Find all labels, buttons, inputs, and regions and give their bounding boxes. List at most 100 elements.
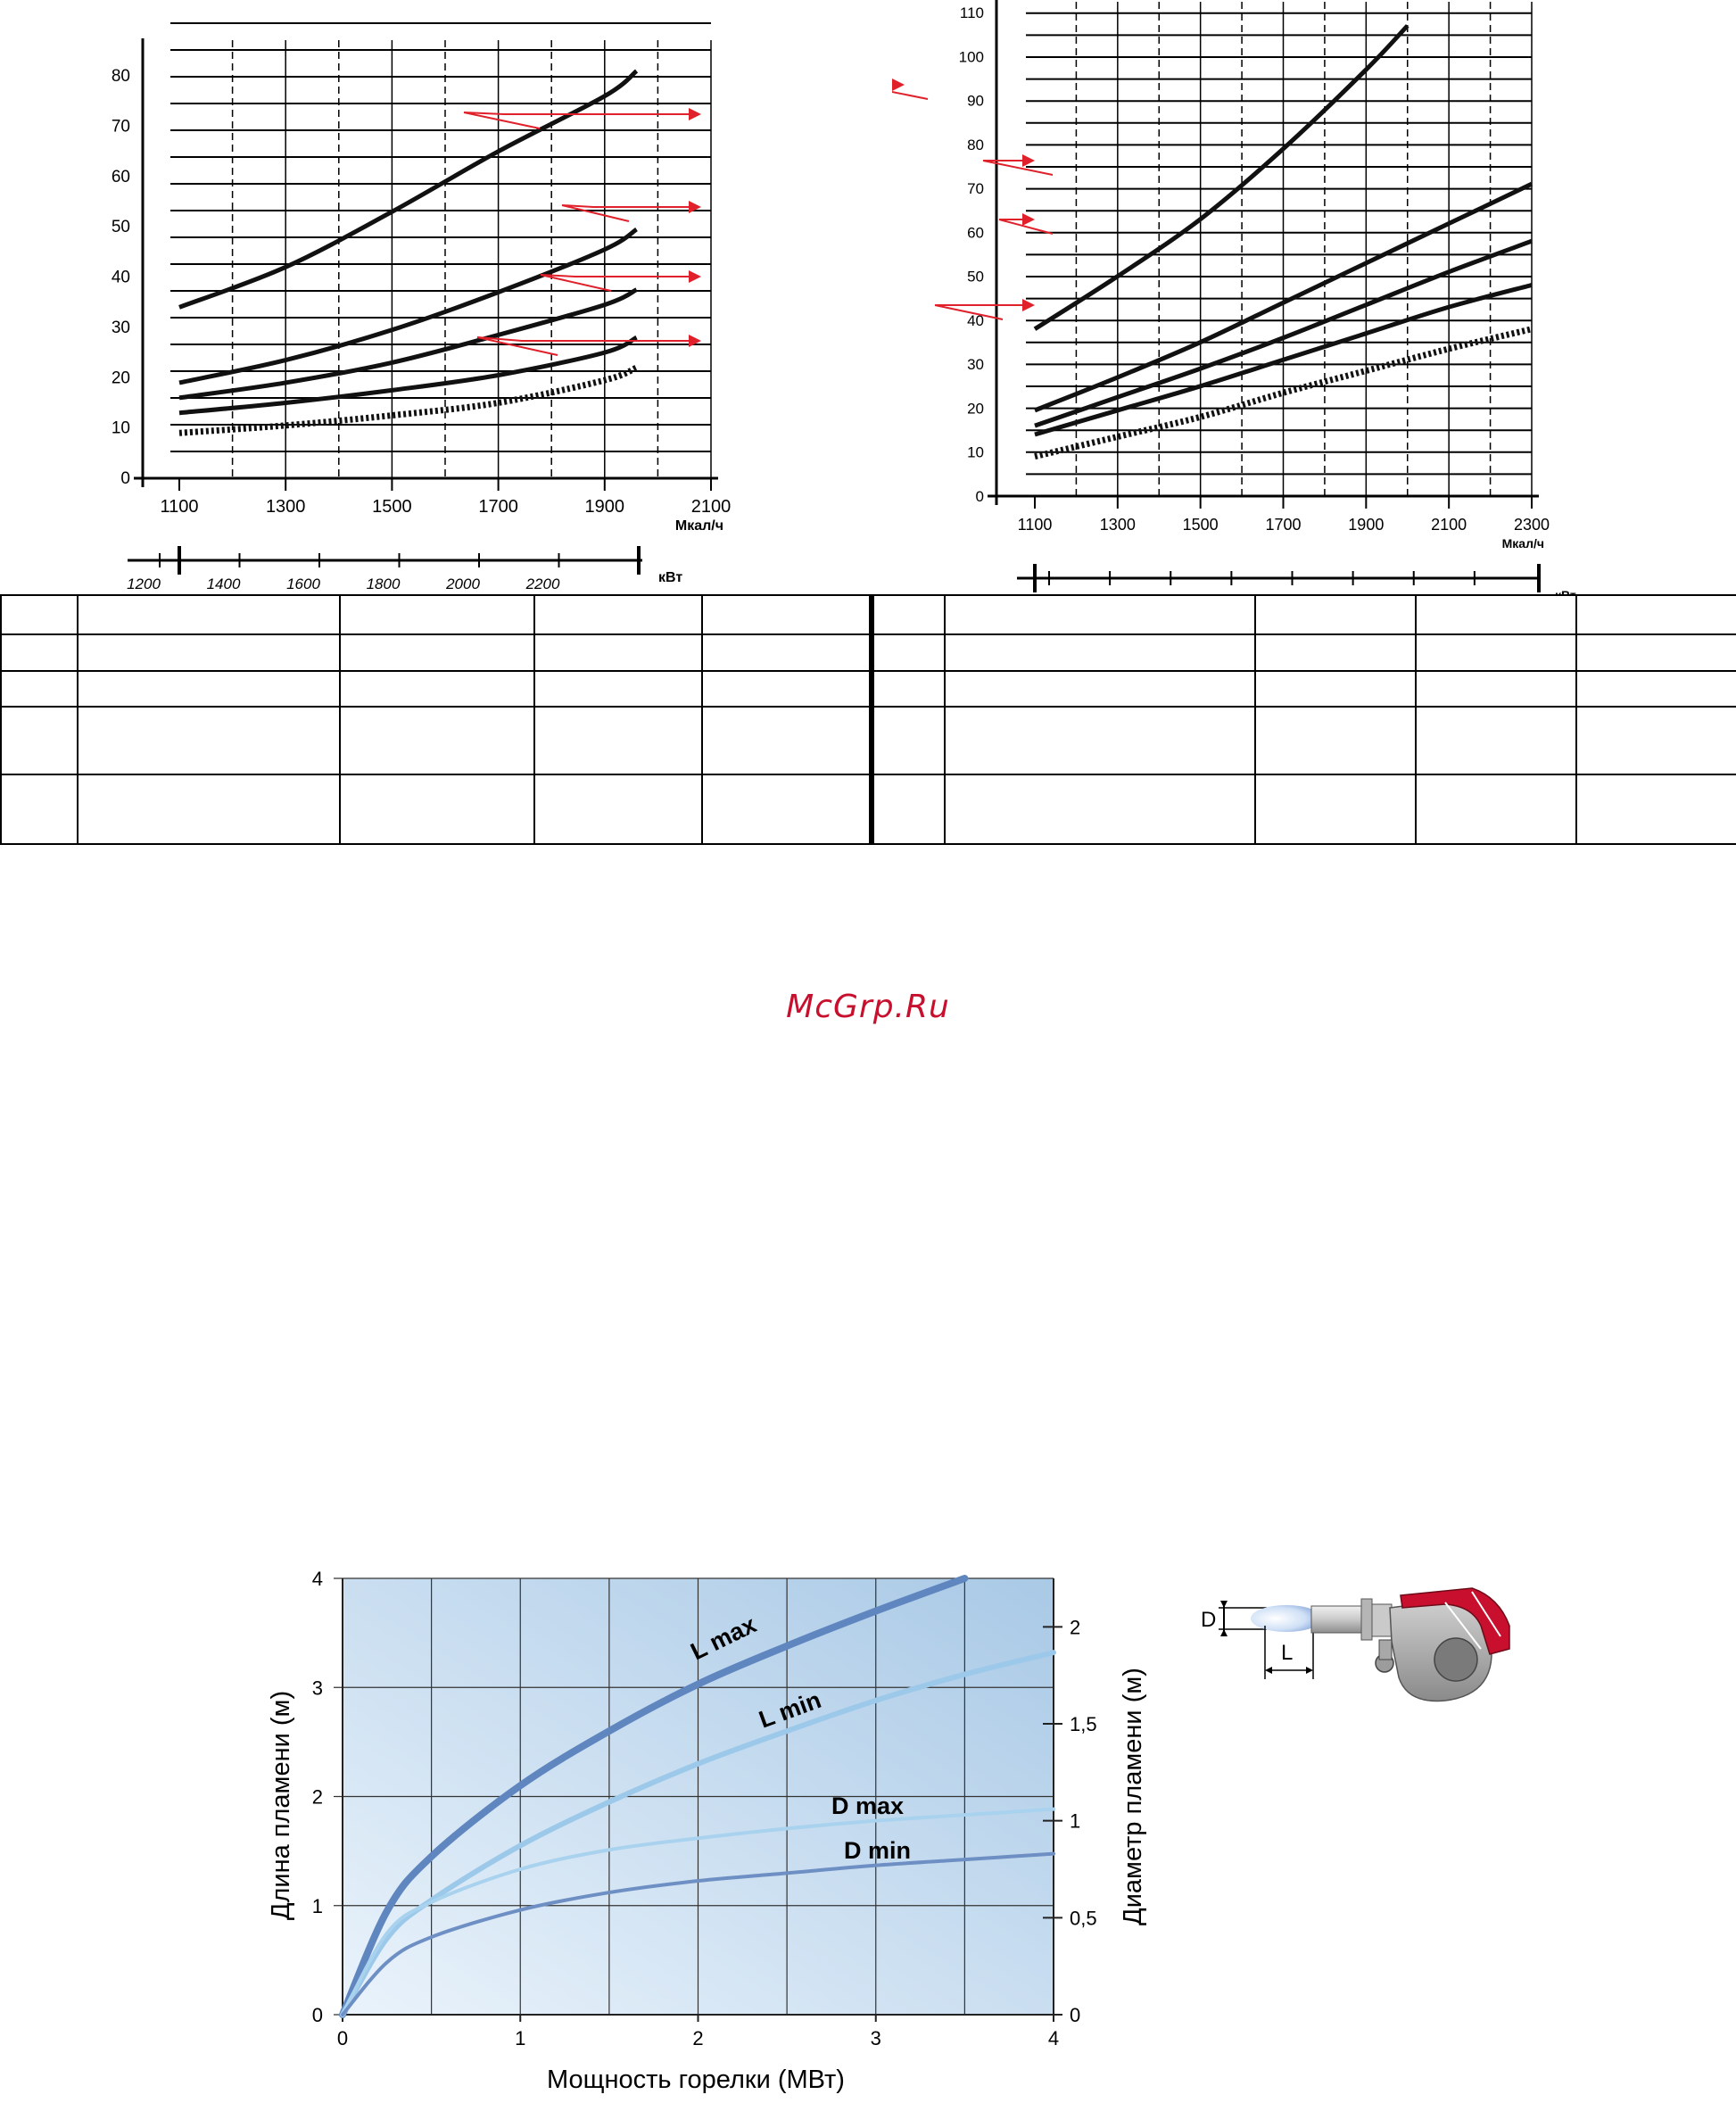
callout-arrowhead <box>689 108 701 120</box>
series-line <box>341 1851 1055 2016</box>
burner-illustration: D L <box>1201 1587 1510 1702</box>
y-tick-label: 40 <box>112 269 130 287</box>
x-tick-label: 4 <box>1048 2027 1059 2049</box>
y-axis-title: Длина пламени (м) <box>267 1691 295 1920</box>
y-tick-label: 20 <box>967 400 984 417</box>
callout-arrow <box>463 112 689 115</box>
chart-top-left: 0 10 20 30 40 50 60 70 80 1100 1300 1500 1700 1900 210… <box>112 22 732 594</box>
callout-arrow <box>998 219 1054 235</box>
y2-axis-title: Диаметр пламени (м) <box>1119 1668 1147 1925</box>
kw-unit: кВт <box>658 570 682 585</box>
callout-arrowhead <box>1022 299 1035 311</box>
kw-tick-label: 1600 <box>286 575 320 592</box>
y-tick-label: 10 <box>967 444 984 461</box>
series-label: D max <box>831 1793 904 1819</box>
series-line <box>178 227 638 385</box>
kw-unit: кВт <box>1555 588 1576 594</box>
y-tick-label: 70 <box>112 118 130 137</box>
x-axis-unit: Мкал/ч <box>1502 536 1544 551</box>
y-tick-label: 4 <box>312 1568 323 1590</box>
x-tick-label: 1700 <box>1265 516 1301 534</box>
y-tick-label: 90 <box>967 93 984 110</box>
y-tick-label: 40 <box>967 312 984 329</box>
x-tick-label: 0 <box>337 2027 348 2049</box>
x-tick-label: 2 <box>692 2027 703 2049</box>
callout-arrow <box>982 160 1054 176</box>
burner-label-l: L <box>1281 1641 1293 1665</box>
kw-tick-label: 2000 <box>445 575 480 592</box>
y2-tick-label: 0 <box>1070 2004 1080 2026</box>
callout-arrow <box>463 112 541 129</box>
y2-tick-label: 1,5 <box>1070 1713 1097 1735</box>
table-row <box>0 705 1736 776</box>
x-tick-label: 1100 <box>160 497 198 517</box>
callout-arrowhead <box>892 79 905 91</box>
x-tick-label: 1300 <box>266 497 306 517</box>
kw-tick-label: 1200 <box>127 575 161 592</box>
series-line <box>1034 238 1533 428</box>
x-tick-label: 1100 <box>1018 516 1053 534</box>
callout-arrowhead <box>689 270 701 283</box>
kw-end-label: 2290 <box>619 592 654 594</box>
x-tick-label: 3 <box>871 2027 881 2049</box>
series-line <box>339 1575 969 2018</box>
callout-arrow <box>892 90 929 100</box>
x-tick-label: 1700 <box>478 497 518 517</box>
x-tick-label: 1900 <box>1348 516 1384 534</box>
table-row <box>0 593 1736 636</box>
x-tick-label: 1500 <box>372 497 412 517</box>
callout-arrow <box>540 274 689 277</box>
x-tick-label: 2300 <box>1514 516 1550 534</box>
kw-tick-label: 1400 <box>207 575 241 592</box>
y-tick-label: 20 <box>112 368 130 387</box>
table-row <box>0 774 1736 845</box>
y-tick-label: 70 <box>967 180 984 197</box>
y-tick-label: 60 <box>112 168 130 186</box>
series-line <box>178 287 638 401</box>
kw-start-label: 1279 <box>164 592 198 594</box>
y-tick-label: 30 <box>967 356 984 373</box>
x-tick-label: 1 <box>515 2027 525 2049</box>
x-tick-label: 2100 <box>691 497 732 517</box>
table-row <box>0 669 1736 708</box>
y-tick-label: 50 <box>112 218 130 236</box>
y-tick-label: 60 <box>967 224 984 241</box>
y-tick-label: 80 <box>967 137 984 153</box>
y2-tick-label: 1 <box>1070 1810 1080 1833</box>
callout-arrowhead <box>689 335 701 347</box>
y-tick-label: 3 <box>312 1677 323 1699</box>
callout-arrowhead <box>689 201 701 213</box>
y-tick-label: 110 <box>960 4 984 21</box>
y-tick-label: 10 <box>112 419 130 438</box>
table-row <box>0 633 1736 672</box>
y-tick-label: 0 <box>976 488 984 505</box>
x-tick-label: 1300 <box>1100 516 1136 534</box>
callout-arrow <box>476 336 558 356</box>
kw-tick-label: 2200 <box>525 575 560 592</box>
callout-arrowhead <box>1022 154 1035 167</box>
y2-tick-label: 0,5 <box>1070 1907 1097 1929</box>
y-tick-label: 30 <box>112 319 130 337</box>
series-line <box>1034 181 1533 413</box>
callout-arrow <box>561 204 689 208</box>
callout-arrow <box>476 336 689 342</box>
y-tick-label: 0 <box>312 2004 323 2026</box>
x-tick-label: 1500 <box>1183 516 1219 534</box>
burner-label-d: D <box>1201 1608 1216 1632</box>
watermark: McGrp.Ru <box>786 989 950 1025</box>
callout-arrow <box>934 304 1004 320</box>
series-line <box>1034 283 1533 437</box>
series-line <box>178 335 638 416</box>
series-line <box>341 1807 1055 2016</box>
x-axis-title: Мощность горелки (МВт) <box>547 2066 845 2094</box>
y2-tick-label: 2 <box>1070 1616 1080 1638</box>
x-tick-label: 2100 <box>1431 516 1467 534</box>
x-axis-unit: Мкал/ч <box>675 518 723 534</box>
callout-arrow <box>540 274 612 292</box>
y-tick-label: 100 <box>959 48 984 65</box>
kw-tick-label: 1800 <box>367 575 401 592</box>
series-line <box>178 69 639 310</box>
series-line-dotted <box>178 364 639 436</box>
chart-top-right: 0 10 20 30 40 50 60 70 80 90 100 110 1100 1300 1500 170… <box>892 0 1576 594</box>
